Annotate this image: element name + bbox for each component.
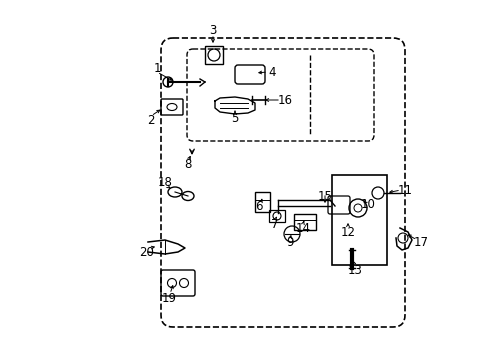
Bar: [293, 214, 315, 230]
Text: 15: 15: [317, 190, 332, 203]
Text: 9: 9: [285, 237, 293, 249]
Text: 8: 8: [184, 158, 191, 171]
Text: 10: 10: [360, 198, 375, 211]
Text: 12: 12: [340, 225, 355, 238]
Text: 5: 5: [231, 112, 238, 125]
Text: 4: 4: [268, 66, 275, 78]
Text: 1: 1: [153, 62, 161, 75]
Text: 7: 7: [271, 217, 278, 230]
Bar: [254, 192, 269, 212]
Text: 14: 14: [295, 221, 310, 234]
Bar: [268, 210, 285, 222]
Text: 16: 16: [277, 94, 292, 107]
Text: 18: 18: [157, 175, 172, 189]
Text: 6: 6: [255, 199, 262, 212]
Text: 17: 17: [413, 235, 427, 248]
Text: 11: 11: [397, 184, 412, 197]
Text: 2: 2: [147, 113, 154, 126]
Text: 19: 19: [161, 292, 176, 305]
Text: 20: 20: [139, 246, 154, 258]
Bar: [331, 175, 386, 265]
Text: 3: 3: [209, 23, 216, 36]
Text: 13: 13: [347, 264, 362, 276]
Bar: [204, 46, 223, 64]
